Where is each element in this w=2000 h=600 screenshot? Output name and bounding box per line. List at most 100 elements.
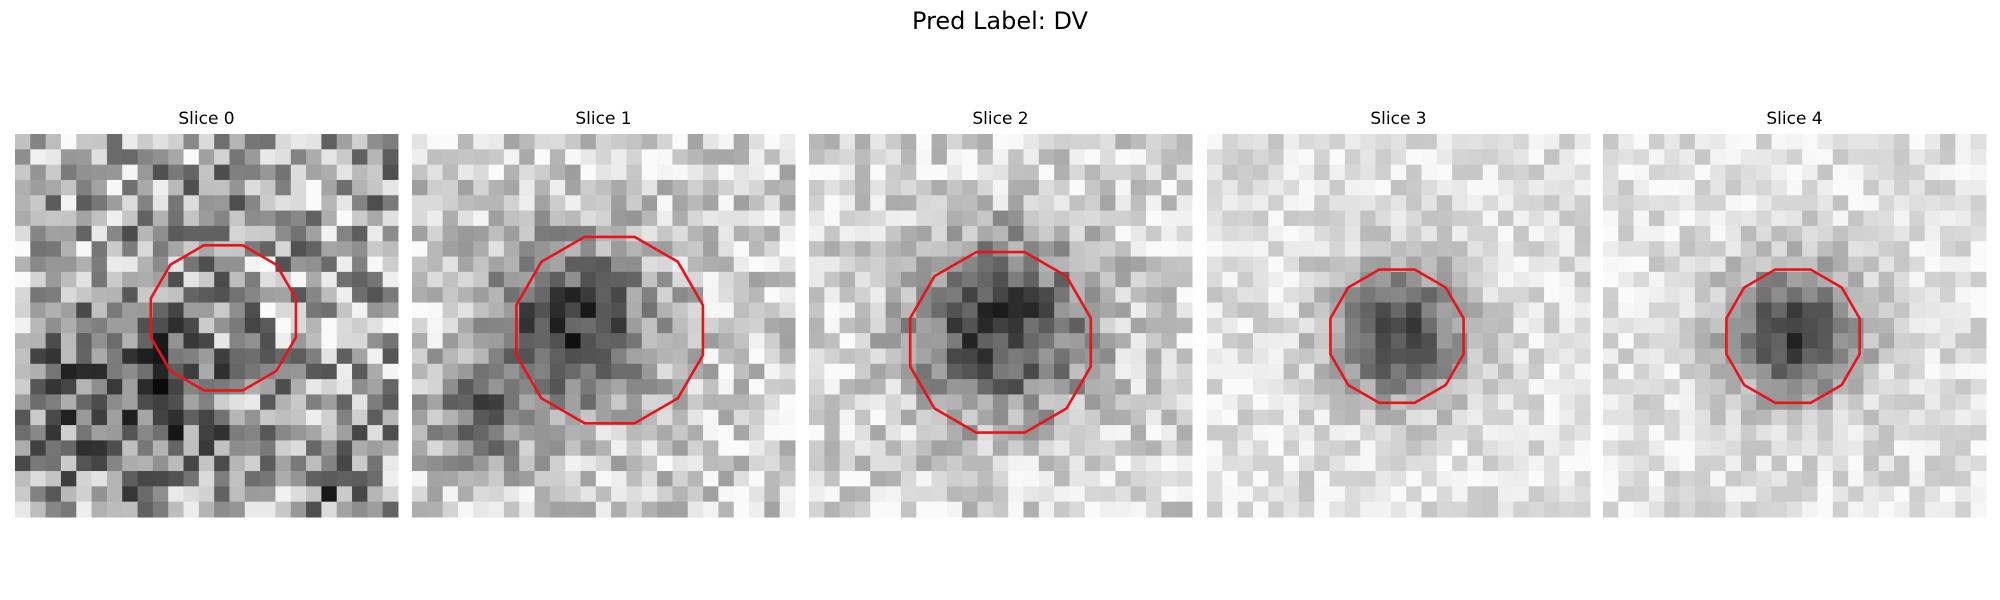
pixel [718,394,735,411]
pixel [15,317,31,334]
pixel [1694,134,1711,150]
pixel [1740,409,1757,426]
pixel [1544,440,1560,457]
pixel [824,333,841,349]
pixel [1725,225,1742,242]
pixel [1406,333,1422,349]
pixel [641,195,658,212]
pixel [229,287,246,304]
pixel [244,164,261,181]
pixel [1100,256,1116,273]
pixel [1115,256,1132,273]
pixel [1528,455,1545,472]
pixel [672,363,689,380]
pixel [824,225,841,242]
pixel [977,317,994,334]
pixel [519,501,536,518]
pixel [946,348,963,365]
pixel [1344,425,1361,441]
pixel [1832,501,1849,518]
pixel [1406,179,1422,196]
pixel [1115,225,1132,242]
pixel [1222,179,1239,196]
pixel [916,425,933,441]
pixel [764,179,781,196]
pixel [473,455,490,472]
pixel [198,302,215,319]
pixel [992,363,1009,380]
pixel [137,455,154,472]
pixel [1360,287,1377,304]
pixel [382,149,399,166]
pixel [1694,317,1711,334]
pixel [1909,317,1926,334]
pixel [503,149,520,166]
pixel [1023,164,1040,181]
pixel [977,195,994,212]
pixel [1268,333,1285,349]
pixel [1283,302,1300,319]
pixel [1603,394,1619,411]
pixel [260,210,276,227]
pixel [1574,348,1591,365]
pixel [60,471,77,487]
pixel [1878,195,1895,212]
pixel [214,501,230,518]
pixel [854,333,871,349]
pixel [214,486,230,503]
pixel [992,440,1009,457]
pixel [457,363,474,380]
pixel [749,225,765,242]
pixel [1498,440,1514,457]
pixel [336,394,353,411]
pixel [1421,164,1438,181]
pixel [503,501,520,518]
pixel [1513,164,1530,181]
pixel [168,425,185,441]
pixel [672,455,689,472]
pixel [1436,241,1453,258]
pixel [1054,256,1070,273]
pixel [1603,317,1619,334]
pixel [703,302,719,319]
pixel [1832,134,1849,150]
pixel [1268,134,1285,150]
pixel [733,348,750,365]
pixel [473,409,490,426]
pixel [1436,348,1453,365]
pixel [1054,394,1070,411]
pixel [306,287,322,304]
pixel [1574,287,1591,304]
pixel [1832,271,1849,288]
pixel [1252,409,1269,426]
pixel [1771,195,1788,212]
pixel [1298,241,1315,258]
pixel [962,256,979,273]
pixel [839,210,856,227]
pixel [1498,287,1514,304]
pixel [641,379,658,395]
pixel [595,425,612,441]
pixel [870,440,887,457]
pixel [626,134,643,150]
pixel [152,379,169,395]
pixel [275,425,292,441]
pixel [595,179,612,196]
pixel [733,455,750,472]
pixel [1955,179,1972,196]
pixel [198,409,215,426]
pixel [718,333,735,349]
pixel [657,317,673,334]
pixel [1802,287,1818,304]
pixel [60,363,77,380]
pixel [1725,409,1742,426]
pixel [1084,317,1101,334]
pixel [442,471,459,487]
pixel [321,333,338,349]
pixel [809,271,825,288]
pixel [45,471,62,487]
pixel [1970,440,1987,457]
pixel [931,333,948,349]
pixel [1222,302,1239,319]
pixel [1130,195,1147,212]
